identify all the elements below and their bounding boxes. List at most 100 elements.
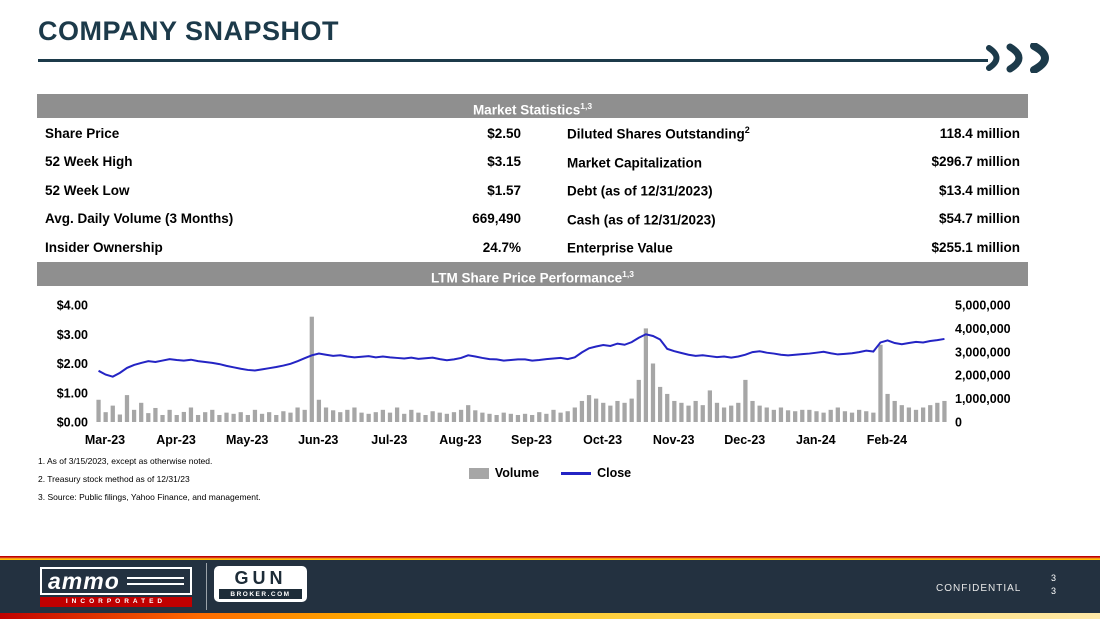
volume-bar bbox=[487, 413, 492, 422]
volume-bar bbox=[665, 393, 670, 422]
ammo-logo: ammo INCORPORATED bbox=[40, 567, 192, 607]
volume-bar bbox=[352, 407, 357, 422]
volume-bar bbox=[935, 402, 940, 422]
volume-bar bbox=[757, 405, 762, 422]
volume-bar bbox=[323, 407, 329, 422]
right-axis-tick-label: 3,000,000 bbox=[955, 345, 1011, 359]
volume-bar bbox=[124, 395, 130, 422]
volume-bar bbox=[252, 409, 258, 422]
volume-bar bbox=[515, 414, 521, 422]
gunbroker-domain-label: BROKER.COM bbox=[219, 589, 302, 599]
volume-bar bbox=[302, 409, 307, 422]
title-underline bbox=[38, 59, 988, 62]
volume-bar bbox=[828, 409, 833, 422]
legend-label-volume: Volume bbox=[494, 466, 540, 480]
volume-bar bbox=[551, 409, 556, 422]
stat-value: $2.50 bbox=[487, 125, 521, 141]
gunbroker-logo: GUN BROKER.COM bbox=[214, 566, 307, 602]
volume-bar bbox=[274, 414, 279, 422]
stat-label: 52 Week High bbox=[45, 154, 133, 170]
stat-label: Share Price bbox=[45, 125, 120, 141]
stat-label: Diluted Shares Outstanding2 bbox=[567, 125, 750, 142]
right-axis-tick-label: 5,000,000 bbox=[955, 299, 1011, 313]
left-axis-tick-label: $1.00 bbox=[57, 386, 88, 400]
volume-bar bbox=[245, 414, 250, 422]
page-number: 3 3 bbox=[1051, 572, 1056, 598]
volume-bar bbox=[373, 412, 378, 422]
left-axis-tick-label: $0.00 bbox=[57, 416, 88, 430]
volume-bar bbox=[174, 414, 179, 422]
volume-bar bbox=[565, 411, 570, 422]
footnote-3: 3. Source: Public filings, Yahoo Finance… bbox=[38, 492, 261, 502]
market-statistics-header: Market Statistics1,3 bbox=[37, 94, 1028, 118]
volume-bar bbox=[444, 413, 449, 422]
volume-bar bbox=[281, 411, 286, 422]
volume-bar bbox=[259, 413, 265, 422]
volume-bar bbox=[458, 409, 464, 422]
right-axis-tick-label: 2,000,000 bbox=[955, 369, 1011, 383]
volume-bar bbox=[522, 413, 528, 422]
volume-bar bbox=[721, 407, 727, 422]
volume-bar bbox=[629, 398, 634, 422]
volume-bar bbox=[736, 402, 741, 422]
volume-bar bbox=[203, 412, 208, 422]
volume-bar bbox=[849, 412, 855, 422]
volume-bar bbox=[864, 411, 869, 422]
volume-bar bbox=[835, 407, 840, 422]
stat-value: 669,490 bbox=[472, 211, 521, 227]
stat-value: 118.4 million bbox=[939, 125, 1020, 141]
market-statistics-footnote-ref: 1,3 bbox=[580, 101, 593, 111]
volume-bar bbox=[928, 405, 933, 422]
volume-bar bbox=[146, 413, 151, 422]
stat-value: $1.57 bbox=[487, 182, 521, 198]
volume-bar bbox=[594, 398, 599, 422]
x-axis-month-label: Sep-23 bbox=[511, 433, 552, 447]
volume-bar bbox=[643, 328, 649, 422]
volume-bar bbox=[693, 400, 698, 422]
volume-bar bbox=[771, 409, 776, 422]
legend-label-close: Close bbox=[597, 466, 632, 480]
stat-value: $3.15 bbox=[487, 154, 521, 170]
left-axis-tick-label: $4.00 bbox=[57, 299, 88, 313]
table-row: Insider Ownership 24.7% Enterprise Value… bbox=[37, 233, 1028, 262]
ltm-performance-header: LTM Share Price Performance1,3 bbox=[37, 262, 1028, 286]
stat-value: $255.1 million bbox=[931, 239, 1020, 255]
market-statistics-title: Market Statistics bbox=[472, 102, 581, 118]
x-axis-month-label: Oct-23 bbox=[583, 433, 622, 447]
right-axis-tick-label: 0 bbox=[955, 416, 962, 430]
x-axis-month-label: Aug-23 bbox=[439, 433, 481, 447]
volume-bar bbox=[558, 412, 563, 422]
volume-bar bbox=[821, 412, 826, 422]
left-axis-tick-label: $2.00 bbox=[57, 357, 88, 371]
volume-bar bbox=[402, 413, 407, 422]
volume-bar bbox=[714, 402, 720, 422]
volume-bar bbox=[508, 413, 513, 422]
volume-bar bbox=[131, 409, 137, 422]
volume-bar bbox=[288, 412, 293, 422]
footnote-1: 1. As of 3/15/2023, except as otherwise … bbox=[38, 456, 213, 466]
volume-bar bbox=[793, 411, 798, 422]
ammo-incorporated-label: INCORPORATED bbox=[40, 597, 192, 607]
volume-bar bbox=[871, 412, 876, 422]
volume-bar bbox=[430, 411, 435, 422]
volume-swatch-icon bbox=[468, 467, 489, 479]
page-title: COMPANY SNAPSHOT bbox=[38, 16, 340, 46]
stat-value: $296.7 million bbox=[931, 154, 1020, 170]
volume-bar bbox=[679, 402, 684, 422]
volume-bar bbox=[231, 413, 236, 422]
table-row: 52 Week Low $1.57 Debt (as of 12/31/2023… bbox=[37, 176, 1028, 205]
volume-bar bbox=[103, 412, 108, 422]
gunbroker-wordmark: GUN bbox=[234, 568, 287, 588]
x-axis-month-label: Dec-23 bbox=[724, 433, 765, 447]
volume-bar bbox=[494, 414, 499, 422]
volume-bar bbox=[544, 413, 549, 422]
volume-bar bbox=[466, 405, 471, 422]
volume-bar bbox=[913, 409, 919, 422]
volume-bar bbox=[238, 412, 243, 422]
volume-bar bbox=[636, 379, 641, 422]
volume-bar bbox=[586, 395, 592, 422]
footnote-2: 2. Treasury stock method as of 12/31/23 bbox=[38, 474, 190, 484]
table-row: Share Price $2.50 Diluted Shares Outstan… bbox=[37, 119, 1028, 148]
volume-bar bbox=[942, 400, 947, 422]
volume-bar bbox=[899, 405, 904, 422]
